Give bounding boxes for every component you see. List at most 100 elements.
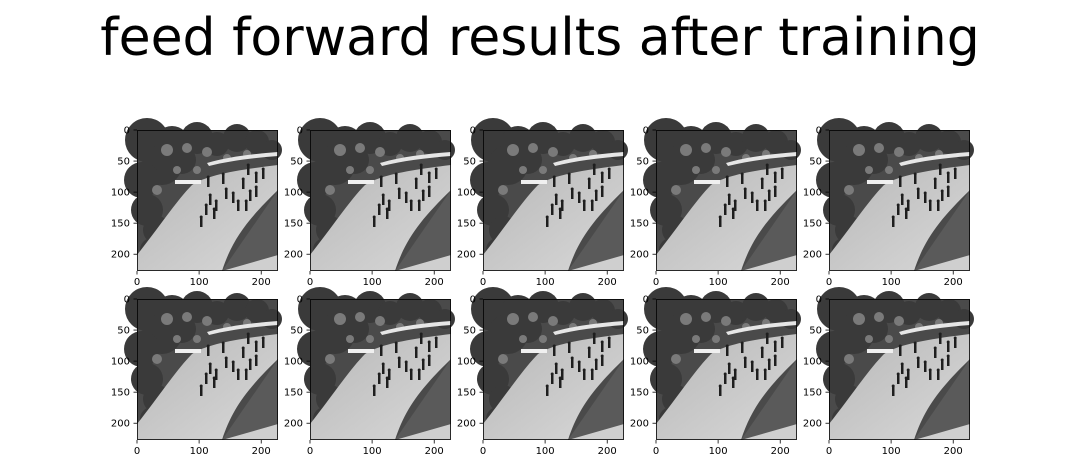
y-tick-label: 200 xyxy=(457,419,476,430)
y-axis: 0 50 100 150 200 xyxy=(111,295,137,430)
y-tick-label: 0 xyxy=(643,126,649,137)
x-tick-label: 100 xyxy=(190,277,209,288)
y-tick-label: 50 xyxy=(290,157,303,168)
scene-image xyxy=(816,287,974,440)
subplot-axes: 0 100 200 xyxy=(297,287,455,457)
y-tick-label: 150 xyxy=(457,388,476,399)
x-tick-label: 100 xyxy=(536,277,555,288)
subplot-axes: 0 100 200 xyxy=(816,287,974,457)
x-tick-label: 0 xyxy=(653,446,659,457)
subplot-axes: 0 100 200 xyxy=(124,287,282,457)
y-tick-label: 0 xyxy=(816,295,822,306)
y-tick-label: 50 xyxy=(117,157,130,168)
y-tick-label: 200 xyxy=(457,250,476,261)
subplot-axes: 0 100 200 xyxy=(643,118,801,288)
y-axis: 0 50 100 150 200 xyxy=(630,295,656,430)
scene-image xyxy=(124,287,282,440)
x-tick-label: 0 xyxy=(307,277,313,288)
y-tick-label: 0 xyxy=(470,126,476,137)
x-tick-label: 200 xyxy=(252,446,271,457)
x-tick-label: 0 xyxy=(826,277,832,288)
y-tick-label: 100 xyxy=(457,357,476,368)
y-tick-label: 150 xyxy=(630,219,649,230)
x-tick-label: 0 xyxy=(653,277,659,288)
x-tick-label: 100 xyxy=(190,446,209,457)
y-axis: 0 50 100 150 200 xyxy=(630,126,656,261)
y-axis: 0 50 100 150 200 xyxy=(284,126,310,261)
x-tick-label: 200 xyxy=(425,277,444,288)
y-tick-label: 200 xyxy=(284,419,303,430)
y-tick-label: 200 xyxy=(803,250,822,261)
subplot-image-panel: 0 100 200 0 50 100 150 200 xyxy=(457,118,633,295)
y-tick-label: 0 xyxy=(643,295,649,306)
subplot-axes: 0 100 200 xyxy=(297,118,455,288)
y-axis: 0 50 100 150 200 xyxy=(284,295,310,430)
x-tick-label: 0 xyxy=(134,277,140,288)
y-tick-label: 0 xyxy=(124,126,130,137)
y-tick-label: 0 xyxy=(297,295,303,306)
x-tick-label: 100 xyxy=(709,277,728,288)
x-tick-label: 200 xyxy=(598,277,617,288)
y-tick-label: 150 xyxy=(803,388,822,399)
subplot-image-panel: 0 100 200 0 50 100 150 200 xyxy=(457,287,633,464)
x-tick-label: 200 xyxy=(598,446,617,457)
x-tick-label: 100 xyxy=(363,446,382,457)
x-tick-label: 100 xyxy=(882,277,901,288)
subplot-axes: 0 100 200 xyxy=(470,287,628,457)
subplot-image-panel: 0 100 200 0 50 100 150 200 xyxy=(803,118,979,295)
y-tick-label: 200 xyxy=(284,250,303,261)
x-tick-label: 200 xyxy=(771,446,790,457)
scene-image xyxy=(470,118,628,271)
x-tick-label: 100 xyxy=(363,277,382,288)
axes-frame xyxy=(310,130,451,271)
y-tick-label: 50 xyxy=(290,326,303,337)
x-tick-label: 0 xyxy=(307,446,313,457)
y-axis: 0 50 100 150 200 xyxy=(457,295,483,430)
y-tick-label: 100 xyxy=(284,357,303,368)
y-tick-label: 0 xyxy=(816,126,822,137)
y-tick-label: 100 xyxy=(111,188,130,199)
x-tick-label: 100 xyxy=(709,446,728,457)
x-tick-label: 200 xyxy=(944,446,963,457)
y-tick-label: 50 xyxy=(463,326,476,337)
axes-frame xyxy=(829,130,970,271)
subplot-axes: 0 100 200 xyxy=(470,118,628,288)
y-axis: 0 50 100 150 200 xyxy=(803,295,829,430)
scene-image xyxy=(643,287,801,440)
x-tick-label: 100 xyxy=(882,446,901,457)
y-axis: 0 50 100 150 200 xyxy=(457,126,483,261)
x-tick-label: 0 xyxy=(480,277,486,288)
y-tick-label: 50 xyxy=(117,326,130,337)
y-axis: 0 50 100 150 200 xyxy=(111,126,137,261)
scene-image xyxy=(470,287,628,440)
y-tick-label: 100 xyxy=(630,188,649,199)
axes-frame xyxy=(656,299,797,440)
y-tick-label: 0 xyxy=(297,126,303,137)
scene-image xyxy=(124,118,282,271)
subplot-axes: 0 100 200 xyxy=(816,118,974,288)
scene-image xyxy=(643,118,801,271)
y-tick-label: 100 xyxy=(803,188,822,199)
y-tick-label: 100 xyxy=(630,357,649,368)
scene-image xyxy=(297,118,455,271)
subplot-axes: 0 100 200 xyxy=(643,287,801,457)
y-axis: 0 50 100 150 200 xyxy=(803,126,829,261)
y-tick-label: 150 xyxy=(284,388,303,399)
subplot-image-panel: 0 100 200 0 50 100 150 200 xyxy=(111,118,287,295)
y-tick-label: 50 xyxy=(636,326,649,337)
y-tick-label: 200 xyxy=(803,419,822,430)
y-tick-label: 150 xyxy=(630,388,649,399)
y-tick-label: 200 xyxy=(111,419,130,430)
y-tick-label: 0 xyxy=(470,295,476,306)
y-tick-label: 150 xyxy=(803,219,822,230)
y-tick-label: 100 xyxy=(284,188,303,199)
y-tick-label: 100 xyxy=(803,357,822,368)
y-tick-label: 150 xyxy=(111,388,130,399)
y-tick-label: 150 xyxy=(111,219,130,230)
axes-frame xyxy=(310,299,451,440)
subplot-image-panel: 0 100 200 0 50 100 150 200 xyxy=(284,118,460,295)
subplot-image-panel: 0 100 200 0 50 100 150 200 xyxy=(111,287,287,464)
subplot-image-panel: 0 100 200 0 50 100 150 200 xyxy=(803,287,979,464)
y-tick-label: 100 xyxy=(457,188,476,199)
axes-frame xyxy=(483,299,624,440)
